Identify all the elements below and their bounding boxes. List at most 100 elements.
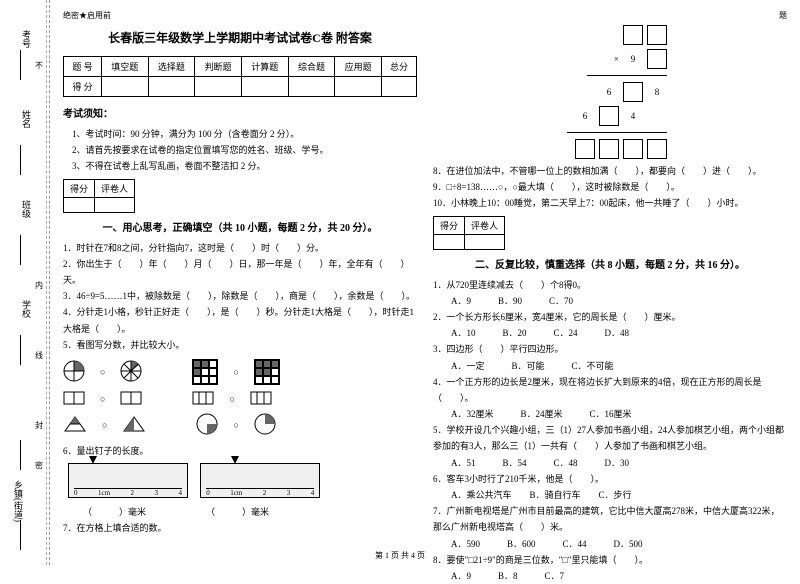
- eval-person: 评卷人: [465, 216, 505, 234]
- right-column: 题 ×9 68 64 8．在进位加法中，不管哪一位上的数相加满（ ），都要向（ …: [425, 10, 795, 545]
- grid-icon: [192, 359, 218, 385]
- side-char: 不: [35, 60, 43, 71]
- fraction-shapes-row1: ○ ○: [63, 359, 417, 385]
- ruler-ticks: [74, 474, 182, 489]
- side-label-school: 学校: [20, 300, 33, 318]
- q2: 2．你出生于（ ）年（ ）月（ ）日，那一年是（ ）年，全年有（ ）天。: [63, 256, 417, 288]
- blank: [64, 197, 95, 212]
- notice-title: 考试须知：: [63, 105, 417, 120]
- triangle-icon: [122, 415, 146, 435]
- s2q8-opts: A．9 B．8 C．7: [433, 568, 787, 584]
- notice-2: 2、请首先按要求在试卷的指定位置填写您的姓名、班级、学号。: [63, 142, 417, 158]
- td: [335, 77, 382, 97]
- box: [647, 139, 667, 159]
- num-6b: 6: [575, 111, 595, 121]
- box: [623, 82, 643, 102]
- ruler-ans-2: （ ）毫米: [206, 504, 269, 520]
- fraction-icon: [120, 391, 142, 407]
- box: [623, 25, 643, 45]
- td: [101, 77, 148, 97]
- box: [647, 25, 667, 45]
- side-line: [20, 335, 21, 365]
- dashed-line: [46, 0, 47, 565]
- side-line: [20, 145, 21, 175]
- eval-score: 得分: [434, 216, 465, 234]
- multiplication-problem: ×9 68 64: [433, 25, 787, 159]
- confidential-tag: 绝密★启用前: [63, 10, 417, 21]
- side-line: [20, 440, 21, 470]
- mult-sign: ×: [614, 54, 619, 64]
- td: 得 分: [64, 77, 102, 97]
- blank: [95, 197, 135, 212]
- rulers-row: 0 1cm 2 3 4 0 1cm 2 3 4: [63, 459, 417, 504]
- section-2-title: 二、反复比较，慎重选择（共 8 小题，每题 2 分，共 16 分）。: [433, 256, 787, 271]
- circle-icon: ○: [233, 420, 238, 430]
- box: [575, 139, 595, 159]
- q9: 9．□÷8=138……○，○最大填（ ），这时被除数是（ ）。: [433, 179, 787, 195]
- s2q7: 7．广州新电视塔是广州市目前最高的建筑，它比中信大厦高278米，中信大厦高322…: [433, 503, 787, 535]
- s2q2-opts: A．10 B．20 C．24 D．48: [433, 325, 787, 341]
- pie-icon: [120, 360, 142, 384]
- side-label-exam-no: 考号: [20, 30, 33, 48]
- ruler-icon: 0 1cm 2 3 4: [68, 463, 188, 498]
- s2q5: 5．学校开设几个兴趣小组，三（1）27人参加书画小组，24人参加棋艺小组，两个小…: [433, 422, 787, 454]
- q5: 5．看图写分数，并比较大小。: [63, 337, 417, 353]
- eval-box-2: 得分评卷人: [433, 216, 505, 250]
- box: [599, 139, 619, 159]
- td: [241, 77, 288, 97]
- th: 题 号: [64, 57, 102, 77]
- fraction-shapes-row2: ○ ○: [63, 391, 417, 407]
- q10: 10．小林晚上10：00睡觉，第二天早上7：00起床，他一共睡了（ ）小时。: [433, 195, 787, 211]
- grid-icon: [254, 359, 280, 385]
- fraction-shapes-row3: ○ ○: [63, 413, 417, 437]
- eval-box: 得分评卷人: [63, 179, 135, 213]
- main-content: 绝密★启用前 长春版三年级数学上学期期中考试试卷C卷 附答案 题 号 填空题 选…: [50, 0, 800, 565]
- ruler-answers: （ ）毫米 （ ）毫米: [63, 504, 417, 520]
- top-right-label: 题: [433, 10, 787, 21]
- hline: [587, 75, 667, 76]
- binding-margin: 不 考号 姓名 班级 内 学校 线 封 密 乡镇(街道): [0, 0, 50, 565]
- blank: [434, 234, 465, 249]
- circle-icon: ○: [233, 367, 238, 377]
- arrow-icon: [231, 456, 239, 464]
- td: [381, 77, 416, 97]
- box: [623, 139, 643, 159]
- th: 填空题: [101, 57, 148, 77]
- q3: 3．46÷9=5……1中，被除数是（ ），除数是（ ），商是（ ），余数是（ ）…: [63, 288, 417, 304]
- side-char: 密: [35, 460, 43, 471]
- s2q1-opts: A．9 B．90 C．70: [433, 293, 787, 309]
- side-char: 内: [35, 280, 43, 291]
- td: [148, 77, 195, 97]
- notice-1: 1、考试时间：90 分钟，满分为 100 分（含卷面分 2 分）。: [63, 126, 417, 142]
- section-1-title: 一、用心思考，正确填空（共 10 小题，每题 2 分，共 20 分）。: [63, 219, 417, 234]
- num-6: 6: [599, 87, 619, 97]
- s2q6-opts: A．乘公共汽车 B．骑自行车 C．步行: [433, 487, 787, 503]
- ruler-ticks: [206, 474, 314, 489]
- th: 总分: [381, 57, 416, 77]
- eval-score: 得分: [64, 179, 95, 197]
- left-column: 绝密★启用前 长春版三年级数学上学期期中考试试卷C卷 附答案 题 号 填空题 选…: [55, 10, 425, 545]
- num-4: 4: [623, 111, 643, 121]
- s2q3: 3．四边形（ ）平行四边形。: [433, 341, 787, 357]
- ruler-icon: 0 1cm 2 3 4: [200, 463, 320, 498]
- td: [288, 77, 335, 97]
- q6: 6．量出钉子的长度。: [63, 443, 417, 459]
- th: 判断题: [195, 57, 242, 77]
- hline: [567, 132, 667, 133]
- th: 综合题: [288, 57, 335, 77]
- side-line: [20, 235, 21, 265]
- s2q3-opts: A．一定 B．可能 C．不可能: [433, 358, 787, 374]
- q1: 1．时针在7和8之间，分针指向7，这时是（ ）时（ ）分。: [63, 240, 417, 256]
- notice-3: 3、不得在试卷上乱写乱画，卷面不整洁扣 2 分。: [63, 158, 417, 174]
- fraction-icon: [250, 391, 272, 407]
- exam-title: 长春版三年级数学上学期期中考试试卷C卷 附答案: [63, 29, 417, 46]
- arrow-icon: [89, 456, 97, 464]
- th: 应用题: [335, 57, 382, 77]
- pie-icon: [254, 413, 276, 437]
- ruler-numbers: 0 1cm 2 3 4: [74, 489, 182, 497]
- q7: 7．在方格上填合适的数。: [63, 520, 417, 536]
- s2q5-opts: A．51 B．54 C．48 D．30: [433, 455, 787, 471]
- box: [599, 106, 619, 126]
- side-label-class: 班级: [20, 200, 33, 218]
- eval-person: 评卷人: [95, 179, 135, 197]
